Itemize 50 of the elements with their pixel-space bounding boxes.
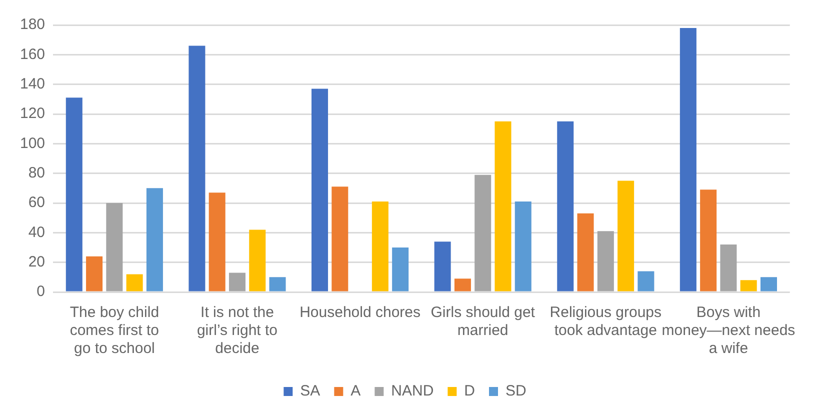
bar	[638, 271, 654, 292]
y-tick-label: 160	[20, 46, 46, 63]
y-tick-label: 0	[36, 283, 46, 300]
bar	[434, 242, 451, 292]
bar	[760, 277, 777, 292]
bar	[208, 192, 226, 292]
legend-label: NAND	[391, 382, 434, 400]
legend-label: SA	[300, 382, 320, 400]
y-tick-label: 140	[20, 75, 46, 92]
bar	[597, 231, 614, 292]
bar	[454, 278, 471, 292]
bar	[332, 186, 348, 292]
y-tick-label: 80	[28, 164, 46, 182]
bar	[618, 180, 634, 292]
legend-label: D	[464, 382, 476, 400]
bar	[700, 190, 717, 292]
y-tick-label: 100	[20, 134, 46, 152]
x-tick-label: Household chores	[300, 304, 421, 322]
bar	[577, 213, 594, 292]
bar	[126, 274, 143, 292]
bar	[269, 277, 286, 292]
bar	[86, 256, 103, 292]
bar	[740, 280, 757, 292]
bar	[392, 248, 409, 292]
bar	[494, 121, 512, 292]
bar	[557, 121, 574, 292]
bar	[372, 202, 388, 292]
bar	[228, 272, 246, 292]
x-tick-label: Girls should get married	[430, 304, 536, 340]
y-tick-label: 40	[28, 224, 46, 241]
bar	[106, 203, 123, 292]
y-tick-label: 180	[20, 16, 46, 34]
legend-label: A	[350, 382, 361, 400]
y-tick-label: 20	[28, 253, 46, 270]
x-tick-label: It is not the girl’s right to decide	[196, 304, 278, 358]
bar	[474, 174, 492, 292]
bar	[720, 244, 737, 292]
bar	[680, 28, 696, 292]
legend-label: SD	[506, 382, 527, 400]
y-tick-label: 120	[20, 105, 46, 122]
bar	[249, 230, 266, 292]
bar	[312, 88, 328, 292]
x-tick-label: Boys with money—next needs a wife	[662, 304, 796, 358]
bar	[514, 202, 532, 292]
bar	[66, 98, 82, 292]
bar	[146, 188, 163, 292]
x-tick-label: Religious groups took advantage	[550, 304, 662, 340]
bar	[188, 46, 206, 292]
y-tick-label: 60	[28, 194, 46, 212]
x-tick-label: The boy child comes first to go to school	[70, 304, 160, 358]
